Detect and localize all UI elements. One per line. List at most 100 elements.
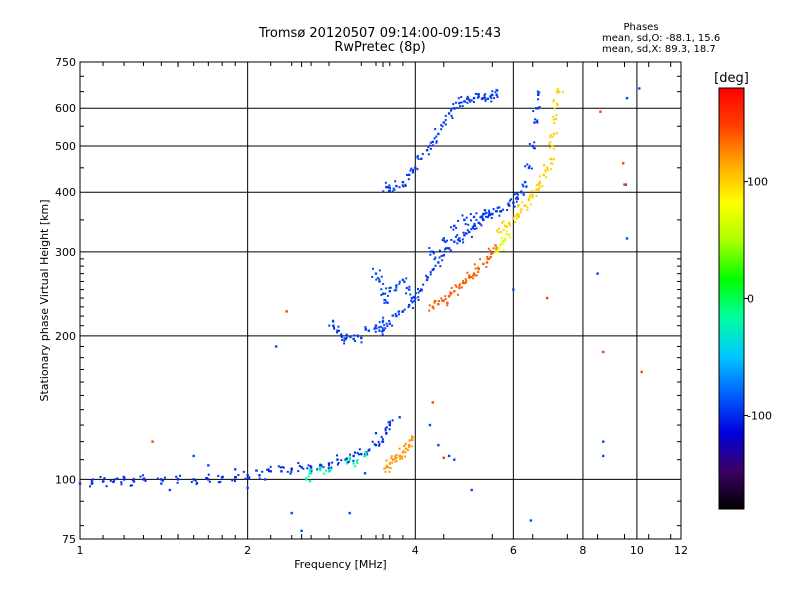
data-point	[494, 210, 497, 213]
data-point	[336, 454, 339, 457]
data-point	[503, 239, 506, 242]
data-point	[515, 200, 518, 203]
data-point	[401, 184, 404, 187]
data-point	[640, 370, 643, 374]
data-point	[537, 92, 540, 95]
data-point	[538, 175, 541, 178]
data-point	[407, 443, 411, 447]
data-point	[431, 305, 434, 309]
data-point	[280, 470, 283, 473]
data-point	[529, 194, 532, 197]
data-point	[528, 165, 531, 168]
data-point	[343, 342, 346, 345]
data-point	[427, 146, 430, 149]
data-point	[515, 192, 518, 195]
data-point	[120, 481, 123, 484]
data-point	[484, 93, 487, 96]
data-point	[207, 464, 210, 467]
data-point	[371, 440, 374, 443]
data-point	[422, 283, 425, 286]
data-point	[356, 461, 359, 464]
data-point	[330, 468, 333, 471]
data-point	[247, 477, 250, 480]
data-point	[498, 247, 501, 250]
data-point	[485, 261, 488, 264]
data-point	[398, 313, 401, 316]
data-point	[345, 457, 348, 460]
data-point	[219, 480, 222, 483]
data-point	[496, 229, 499, 232]
data-point	[417, 298, 420, 301]
data-point	[391, 461, 394, 464]
data-point	[474, 224, 477, 227]
data-point	[490, 217, 493, 220]
data-point	[547, 169, 550, 172]
y-tick-label: 200	[55, 330, 76, 343]
data-point	[549, 141, 552, 144]
data-point	[328, 470, 331, 473]
data-point	[550, 168, 553, 171]
data-point	[336, 458, 339, 461]
data-point	[406, 448, 409, 451]
data-point	[442, 456, 445, 459]
data-point	[290, 511, 293, 515]
data-point	[380, 325, 383, 328]
data-point	[454, 235, 457, 238]
data-point	[513, 193, 516, 196]
data-point	[475, 218, 478, 221]
data-point	[516, 217, 519, 220]
data-point	[482, 96, 485, 100]
data-point	[382, 292, 385, 295]
data-point	[399, 457, 402, 460]
data-point	[131, 478, 134, 481]
data-point	[507, 202, 510, 205]
data-point	[541, 185, 544, 188]
data-point	[363, 453, 366, 456]
data-point	[508, 236, 511, 239]
data-point	[480, 224, 483, 227]
data-point	[217, 474, 220, 477]
data-point	[506, 209, 509, 212]
data-point	[386, 186, 389, 189]
data-point	[398, 282, 401, 285]
data-point	[529, 203, 532, 206]
data-point	[459, 105, 462, 108]
data-point	[427, 276, 430, 279]
data-point	[407, 288, 411, 291]
data-point	[440, 124, 443, 127]
data-point	[345, 459, 348, 462]
x-tick-label: 12	[674, 544, 688, 557]
data-point	[522, 193, 525, 196]
data-point	[122, 478, 126, 481]
data-point	[347, 460, 350, 463]
data-point	[464, 100, 467, 103]
data-point	[531, 193, 534, 197]
data-point	[544, 169, 547, 172]
data-point	[556, 103, 559, 107]
data-point	[297, 462, 300, 465]
data-point	[479, 258, 482, 261]
data-point	[116, 477, 119, 480]
data-point	[549, 134, 552, 137]
data-point	[482, 262, 485, 266]
data-point	[412, 169, 415, 172]
data-point	[258, 477, 261, 480]
data-point	[450, 108, 453, 111]
data-point	[395, 286, 398, 289]
data-point	[384, 292, 387, 295]
data-point	[456, 234, 459, 237]
data-point	[458, 286, 461, 290]
data-point	[432, 252, 435, 255]
data-point	[404, 447, 408, 450]
data-point	[599, 110, 602, 113]
phases-x-stats: mean, sd,X: 89.3, 18.7	[602, 44, 716, 55]
data-point	[417, 296, 420, 299]
data-point	[120, 483, 123, 486]
data-point	[458, 237, 461, 240]
data-point	[509, 224, 512, 227]
data-point	[428, 309, 431, 312]
data-point	[404, 183, 407, 186]
data-point	[496, 95, 499, 98]
data-point	[364, 450, 367, 453]
data-point	[123, 476, 126, 479]
